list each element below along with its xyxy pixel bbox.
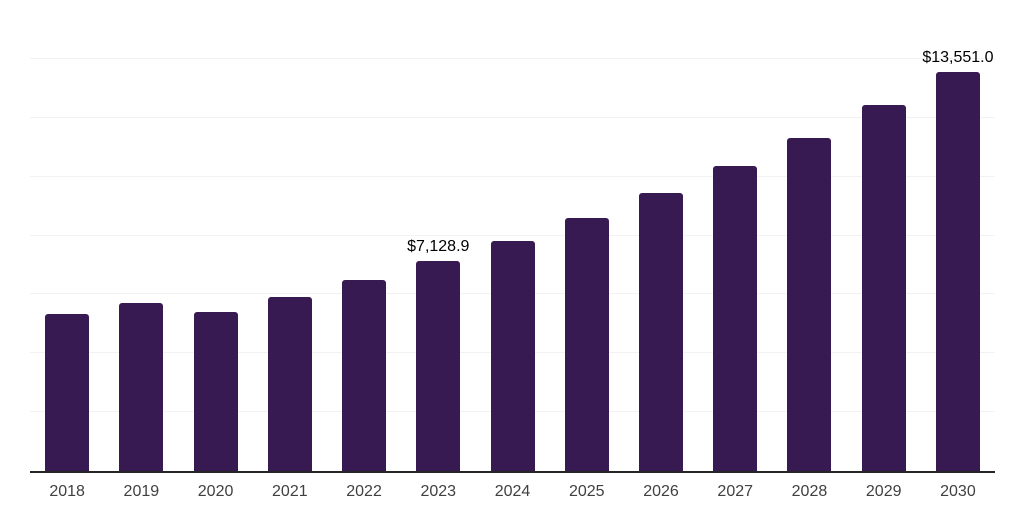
bar-column-2027 [698,0,772,471]
x-tick-label-2019: 2019 [123,483,160,500]
bar-2025 [564,218,609,471]
bar-2022 [342,279,387,471]
x-tick-label-2025: 2025 [568,483,605,500]
bar-2030 [935,72,980,471]
bar-value-label-2023: $7,128.9 [407,238,470,256]
bar-2020 [193,312,238,471]
bar-2018 [45,314,90,471]
bar-2028 [787,137,832,471]
bar-column-2028 [772,0,846,471]
bar-column-2019 [104,0,178,471]
bars-layer: $7,128.9 $13,551.0 [30,0,995,471]
bar-2019 [119,302,164,471]
x-tick-label-2028: 2028 [791,483,828,500]
x-tick-label-2020: 2020 [197,483,234,500]
gridline-14000 [30,57,995,59]
bar-value-label-2030: $13,551.0 [922,49,994,67]
bar-column-2026 [624,0,698,471]
gridline-8000 [30,234,995,236]
gridline-10000 [30,175,995,177]
bar-column-2018 [30,0,104,471]
bar-column-2029 [847,0,921,471]
bar-2029 [861,104,906,471]
bar-column-2021 [253,0,327,471]
x-tick-label-2022: 2022 [346,483,382,500]
x-tick-label-2021: 2021 [272,483,308,500]
bar-2026 [638,193,683,471]
bar-column-2025 [550,0,624,471]
x-tick-label-2024: 2024 [494,483,531,500]
bar-2027 [713,166,758,471]
bar-column-2024 [475,0,549,471]
bar-column-2020 [178,0,252,471]
plot-area: $7,128.9 $13,551.0 [30,0,995,471]
bar-2024 [490,240,535,471]
x-tick-label-2023: 2023 [420,483,457,500]
x-tick-label-2029: 2029 [865,483,902,500]
x-tick-label-2018: 2018 [49,483,85,500]
bar-column-2023: $7,128.9 [401,0,475,471]
x-axis-labels: 2018 2019 2020 2021 2022 2023 2024 2025 2026 2027… [30,482,995,501]
x-axis-line [30,471,995,473]
bar-column-2030: $13,551.0 [921,0,995,471]
bar-2023 [416,261,461,471]
bar-2021 [267,297,312,471]
bar-column-2022 [327,0,401,471]
x-tick-label-2026: 2026 [643,483,679,500]
gridline-12000 [30,116,995,118]
x-tick-label-2030: 2030 [940,483,976,500]
x-tick-label-2027: 2027 [717,483,754,500]
